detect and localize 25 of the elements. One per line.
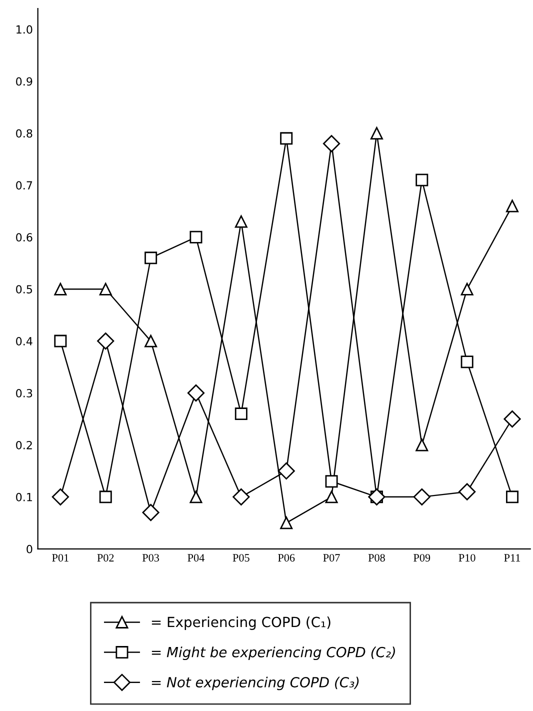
y-tick-label: 0.7 xyxy=(16,181,32,190)
x-tick-label: P06 xyxy=(278,554,295,562)
y-tick-label: 0.3 xyxy=(16,388,32,398)
x-tick-label: P05 xyxy=(232,554,250,562)
legend-label: = Might be experiencing COPD (C₂) xyxy=(152,646,395,660)
legend-label: = Not experiencing COPD (C₃) xyxy=(152,676,359,690)
x-tick-label: P10 xyxy=(458,554,476,562)
x-tick-label: P04 xyxy=(188,554,204,562)
y-tick-label: 0 xyxy=(26,544,32,554)
y-tick-label: 0.4 xyxy=(16,337,32,346)
y-tick-label: 0.9 xyxy=(16,77,32,86)
x-tick-label: P11 xyxy=(504,554,520,562)
x-tick-label: P03 xyxy=(142,554,160,562)
x-tick-label: P01 xyxy=(52,554,68,562)
x-tick-label: P07 xyxy=(323,554,340,562)
x-tick-label: P02 xyxy=(97,554,114,562)
legend-label: = Experiencing COPD (C₁) xyxy=(152,616,330,630)
y-tick-label: 1.0 xyxy=(16,25,32,34)
x-tick-label: P09 xyxy=(414,554,430,562)
y-tick-label: 0.1 xyxy=(16,492,32,502)
y-tick-label: 0.8 xyxy=(16,129,32,138)
y-tick-label: 0.6 xyxy=(16,233,32,242)
y-tick-label: 0.5 xyxy=(16,285,32,294)
y-tick-label: 0.2 xyxy=(16,440,32,450)
x-tick-label: P08 xyxy=(368,554,385,562)
